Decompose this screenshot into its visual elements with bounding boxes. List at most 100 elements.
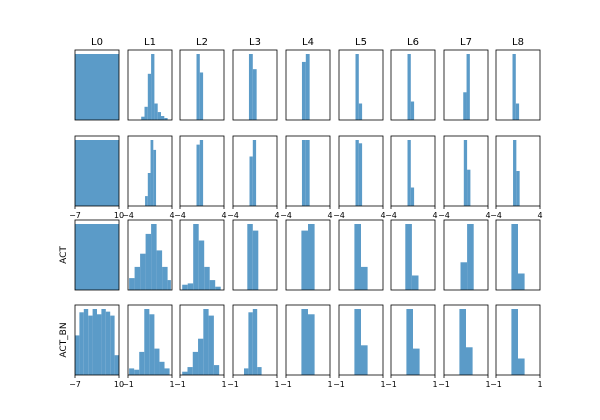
panel-frame — [285, 49, 331, 121]
column-title: L8 — [512, 37, 524, 48]
histogram-panel: −1 1 — [122, 304, 175, 389]
panel-frame — [127, 219, 173, 291]
x-tick-label: −4 — [333, 211, 345, 220]
histogram-bar — [209, 280, 216, 290]
histogram-bar — [301, 140, 306, 206]
row-label: ACT — [59, 246, 69, 264]
x-tick-label: −1 — [174, 380, 186, 389]
panel-frame — [390, 135, 436, 207]
histogram-bar — [139, 351, 145, 375]
x-tick-label: −7 — [69, 380, 81, 389]
histogram-bar — [196, 54, 200, 120]
histogram-bar — [354, 309, 361, 375]
histogram-bar — [187, 367, 193, 375]
histogram-panel: −1 1 — [280, 304, 333, 389]
histogram-bar — [129, 278, 135, 290]
histogram-bar — [198, 240, 205, 290]
histogram-bar — [162, 266, 168, 290]
histogram-bar — [358, 143, 363, 206]
histogram-bar — [167, 280, 171, 290]
histogram-panel — [127, 219, 173, 291]
histogram-bar — [512, 54, 516, 120]
column-title: L7 — [460, 37, 472, 48]
x-tick-label: −4 — [385, 211, 397, 220]
histogram-panel: −4 4 — [174, 135, 227, 220]
panel-frame — [390, 219, 436, 291]
x-tick-label: 1 — [380, 380, 385, 389]
x-tick-label: 4 — [432, 211, 437, 220]
histogram-panel: −1 1 — [385, 304, 438, 389]
histogram-bar — [161, 116, 165, 120]
column-title: L4 — [302, 37, 314, 48]
histogram-bar — [511, 309, 518, 375]
histogram-bar — [154, 103, 158, 120]
x-tick-label: −4 — [122, 211, 134, 220]
x-tick-label: 1 — [327, 380, 332, 389]
histogram-bar — [75, 54, 119, 120]
panel-frame — [127, 304, 173, 376]
histogram-bar — [198, 338, 204, 375]
histogram-panel: −4 4 — [438, 135, 491, 220]
histogram-panel — [74, 219, 120, 291]
panel-frame — [74, 219, 120, 291]
histogram-panel — [443, 219, 489, 291]
histogram-panel — [495, 219, 541, 291]
histogram-bar — [147, 73, 152, 120]
panel-frame — [179, 49, 225, 121]
histogram-bar — [75, 335, 80, 375]
histogram-bar — [518, 273, 525, 290]
x-tick-label: −1 — [333, 380, 345, 389]
histogram-panel — [390, 219, 436, 291]
histogram-bar — [215, 286, 221, 290]
x-tick-label: −7 — [69, 211, 81, 220]
histogram-bar — [361, 266, 368, 290]
histogram-bar — [151, 224, 157, 290]
histogram-bar — [518, 358, 525, 375]
histogram-bar — [144, 309, 150, 375]
histogram-panel — [232, 49, 278, 121]
histogram-panel: −7 10 — [69, 304, 124, 389]
histogram-panel — [390, 49, 436, 121]
panel-frame — [443, 49, 489, 121]
histogram-bar — [463, 92, 467, 120]
histogram-bar — [252, 69, 257, 120]
panel-frame — [443, 304, 489, 376]
histogram-bar — [114, 355, 119, 375]
histogram-bar — [463, 140, 468, 206]
panel-frame — [390, 304, 436, 376]
histogram-panel: −1 1 — [174, 304, 227, 389]
histogram-bar — [407, 140, 411, 206]
histogram-panel — [74, 49, 120, 121]
x-tick-label: 10 — [114, 380, 124, 389]
histogram-bar — [466, 347, 473, 375]
histogram-panel — [179, 49, 225, 121]
histogram-bar — [157, 112, 161, 120]
panel-frame — [285, 135, 331, 207]
histogram-panel: −4 4 — [490, 135, 543, 220]
histogram-panel: −1 1 — [438, 304, 491, 389]
histogram-bar — [308, 224, 315, 290]
x-tick-label: −4 — [280, 211, 292, 220]
histogram-bar — [406, 309, 413, 375]
panel-frame — [232, 304, 278, 376]
histogram-bar — [145, 233, 152, 290]
histogram-bar — [308, 314, 315, 375]
histogram-bar — [154, 348, 160, 375]
histogram-bar — [164, 368, 170, 375]
panel-frame — [443, 219, 489, 291]
histogram-panel: −1 1 — [333, 304, 386, 389]
histogram-bar — [305, 140, 310, 206]
histogram-bar — [141, 116, 145, 120]
panel-frame — [179, 219, 225, 291]
panel-frame — [285, 219, 331, 291]
histogram-bar — [129, 368, 135, 375]
x-tick-label: 1 — [221, 380, 226, 389]
panel-frame — [338, 135, 384, 207]
histogram-bar — [150, 140, 154, 206]
histogram-panel — [285, 219, 331, 291]
histogram-panel — [443, 49, 489, 121]
column-title: L2 — [196, 37, 208, 48]
panel-frame — [232, 135, 278, 207]
histogram-panel: −7 10 — [69, 135, 124, 220]
panel-frame — [390, 49, 436, 121]
